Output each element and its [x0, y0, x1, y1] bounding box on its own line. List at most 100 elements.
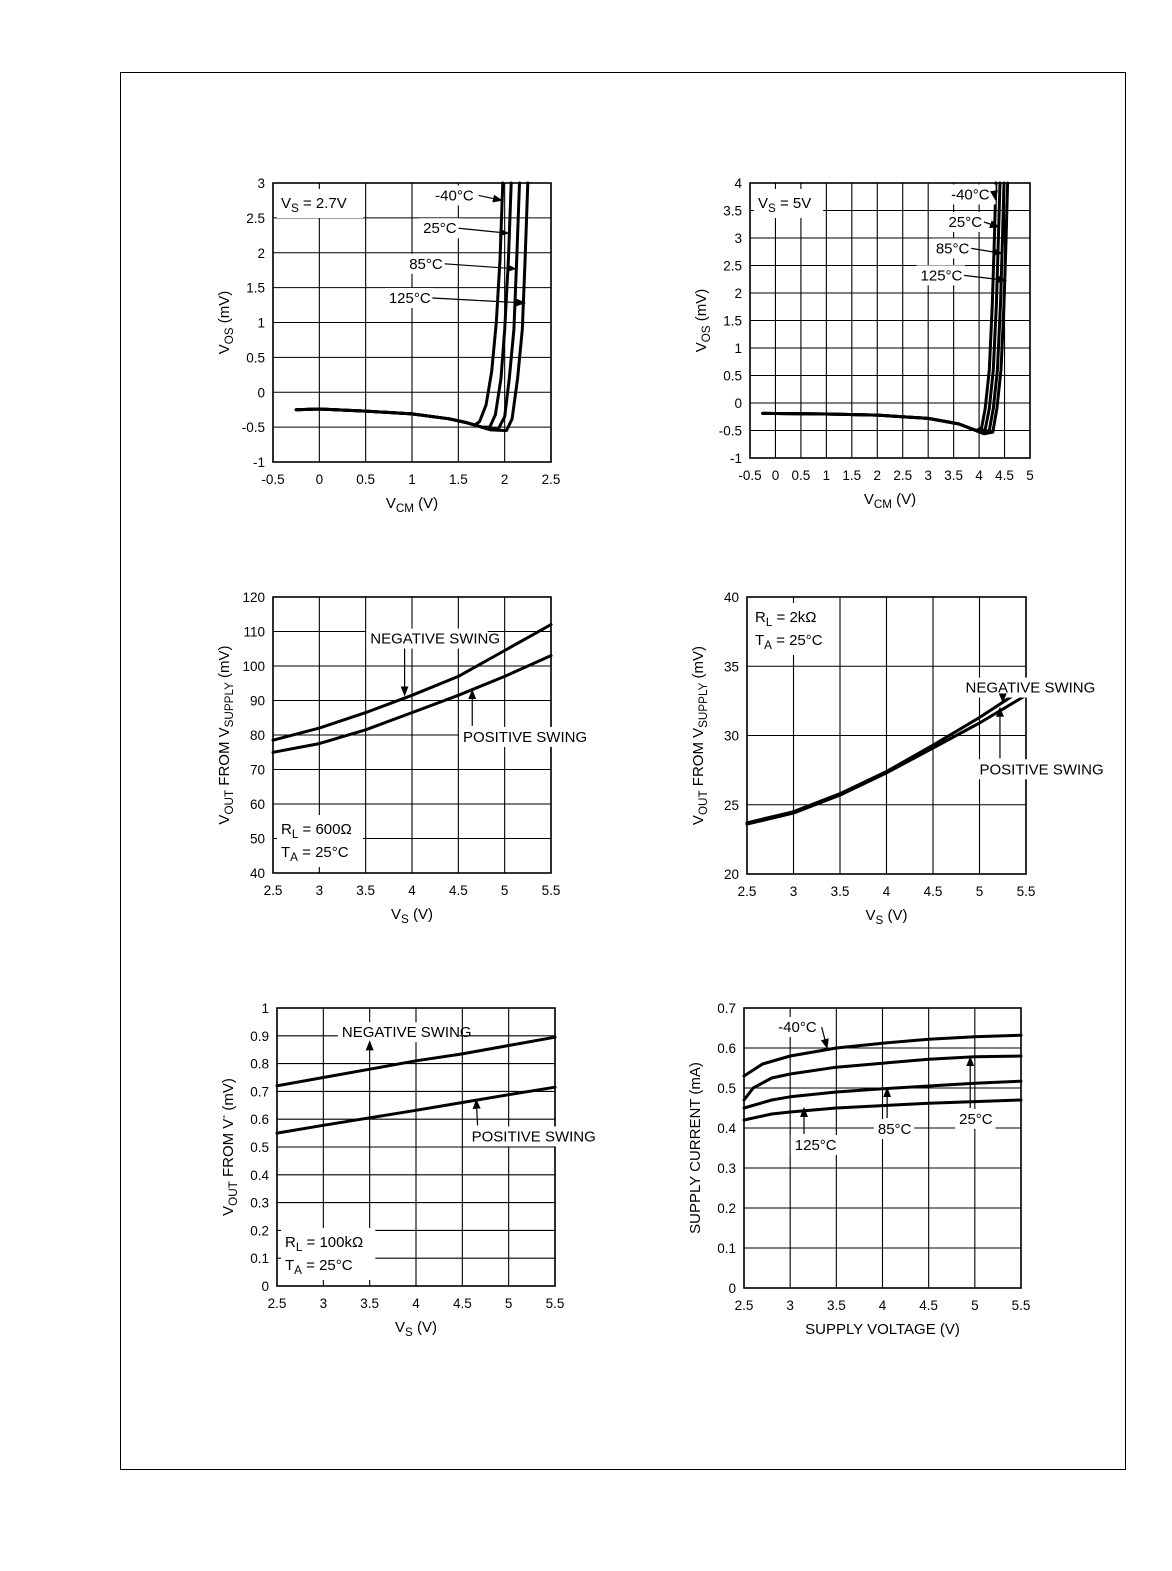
x-axis-label: VS (V) — [395, 1319, 437, 1339]
y-axis-label: VOUT FROM V- (mV) — [217, 1078, 240, 1216]
y-tick-label: 4 — [734, 176, 742, 191]
x-tick-label: 5.5 — [1017, 884, 1036, 899]
y-tick-label: 0 — [734, 396, 742, 411]
x-tick-label: 4.5 — [995, 468, 1014, 483]
x-tick-label: 3.5 — [360, 1296, 379, 1311]
plot-frame — [276, 1007, 556, 1287]
condition-note: TA = 25°C — [281, 844, 349, 864]
x-tick-label: 3 — [790, 884, 798, 899]
x-tick-label: 5.5 — [542, 883, 561, 898]
x-tick-label: 1 — [408, 472, 416, 487]
y-tick-label: 2 — [734, 286, 742, 301]
y-tick-label: 120 — [242, 590, 265, 605]
x-axis-label: SUPPLY VOLTAGE (V) — [805, 1321, 960, 1338]
x-tick-label: 1 — [823, 468, 831, 483]
condition-note: VS = 2.7V — [281, 195, 347, 215]
condition-note: TA = 25°C — [285, 1257, 353, 1277]
y-tick-label: 0 — [261, 1279, 269, 1294]
y-tick-label: 0.3 — [250, 1196, 269, 1211]
x-axis-label: VS (V) — [866, 907, 908, 927]
annotation-label: 85°C — [878, 1121, 912, 1138]
x-tick-label: 2.5 — [542, 472, 561, 487]
condition-note: RL = 100kΩ — [285, 1234, 363, 1254]
annotation-bg — [366, 628, 488, 649]
annotation-bg — [873, 1119, 915, 1139]
y-tick-label: 20 — [724, 867, 739, 882]
annotation-label: 25°C — [959, 1111, 993, 1128]
condition-note: VS = 5V — [758, 195, 811, 215]
y-tick-label: 0.1 — [717, 1241, 736, 1256]
y-tick-label: 0.2 — [717, 1201, 736, 1216]
x-tick-label: 5.5 — [1012, 1298, 1031, 1313]
y-tick-label: -1 — [730, 451, 742, 466]
chart-6: 2.5 3 3.5 4 4.5 5 5.5 0 0.1 0.2 0.3 0.4 0.5 0.6 0.7 SUP… — [687, 1001, 1030, 1338]
y-tick-label: 0.5 — [250, 1140, 269, 1155]
note-bg — [281, 1228, 376, 1280]
y-tick-label: -1 — [253, 455, 265, 470]
x-tick-label: 4.5 — [919, 1298, 938, 1313]
annotation-label: NEGATIVE SWING — [342, 1024, 472, 1041]
x-tick-label: 2.5 — [264, 883, 283, 898]
x-tick-label: 1.5 — [449, 472, 468, 487]
series-line — [742, 1079, 1023, 1110]
y-tick-label: 0.6 — [717, 1041, 736, 1056]
annotation-label: -40°C — [778, 1019, 817, 1036]
series-line — [271, 623, 553, 742]
y-tick-label: 2.5 — [723, 259, 742, 274]
x-axis-label: VS (V) — [391, 906, 433, 926]
y-tick-label: 1.5 — [723, 314, 742, 329]
annotation-arrow — [820, 1026, 829, 1049]
annotation-label: NEGATIVE SWING — [966, 680, 1096, 697]
y-tick-label: 0.6 — [250, 1112, 269, 1127]
annotation-arrow — [983, 220, 1000, 228]
note-bg — [277, 189, 363, 218]
x-tick-label: 2 — [501, 472, 509, 487]
y-axis-label: VOUT FROM VSUPPLY (mV) — [216, 645, 236, 824]
chart-2: -0.5 0 0.5 1 1.5 2 2.5 3 3.5 4 4.5 5 -1 -0.5 0 0.5 1 1.5 2… — [693, 176, 1034, 511]
y-tick-label: 0.5 — [246, 350, 265, 365]
y-tick-label: 35 — [724, 659, 739, 674]
x-tick-label: 0.5 — [792, 468, 811, 483]
x-tick-label: 0.5 — [356, 472, 375, 487]
series-line — [742, 1054, 1023, 1102]
x-tick-label: -0.5 — [261, 472, 284, 487]
y-tick-label: 110 — [243, 625, 265, 640]
annotation-bg — [961, 677, 1083, 698]
y-tick-label: 1 — [257, 316, 265, 331]
x-tick-label: 3.5 — [831, 884, 850, 899]
annotation-label: -40°C — [435, 187, 474, 204]
annotation-arrow — [432, 297, 527, 307]
annotation-label: NEGATIVE SWING — [370, 631, 500, 648]
annotation-bg — [337, 1022, 460, 1043]
y-tick-label: 0.7 — [250, 1084, 269, 1099]
series-line — [742, 1098, 1023, 1122]
y-tick-label: 0.1 — [250, 1251, 269, 1266]
y-tick-label: 60 — [250, 797, 265, 812]
x-tick-label: 5 — [501, 883, 509, 898]
annotation-bg — [467, 1126, 589, 1147]
chart-3: 2.5 3 3.5 4 4.5 5 5.5 40 50 60 70 80 90 100 110 120 VS (… — [216, 590, 587, 926]
y-tick-label: 0.9 — [250, 1029, 269, 1044]
y-tick-label: 1 — [261, 1001, 269, 1016]
y-tick-label: 30 — [724, 729, 739, 744]
x-tick-label: 4 — [879, 1298, 887, 1313]
y-tick-label: -0.5 — [242, 420, 265, 435]
y-tick-label: 0.2 — [250, 1223, 269, 1238]
y-tick-label: 0.8 — [250, 1057, 269, 1072]
y-tick-label: 50 — [250, 832, 265, 847]
x-tick-label: 4.5 — [449, 883, 468, 898]
annotation-arrow — [458, 227, 510, 237]
annotation-bg — [431, 185, 480, 206]
x-tick-label: 1.5 — [842, 468, 861, 483]
annotation-label: 85°C — [409, 256, 443, 273]
y-tick-label: 80 — [250, 728, 265, 743]
annotation-bg — [944, 212, 985, 232]
x-tick-label: 4 — [412, 1296, 420, 1311]
annotation-arrow — [444, 263, 517, 273]
annotation-bg — [774, 1017, 823, 1037]
gridlines — [743, 1007, 1022, 1289]
series-line — [275, 1085, 557, 1135]
annotation-bg — [405, 253, 446, 274]
series-line — [275, 1035, 557, 1088]
chart-1: -0.5 0 0.5 1 1.5 2 2.5 -1 -0.5 0 0.5 1 1.5 2 2.5 3 VCM (… — [216, 176, 560, 515]
